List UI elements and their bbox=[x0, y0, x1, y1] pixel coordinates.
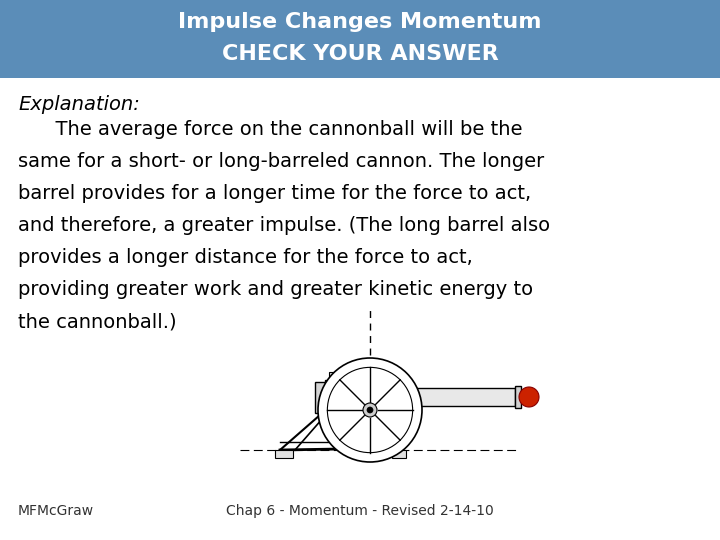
Text: Chap 6 - Momentum - Revised 2-14-10: Chap 6 - Momentum - Revised 2-14-10 bbox=[226, 504, 494, 518]
Bar bbox=[325, 380, 385, 415]
Text: the cannonball.): the cannonball.) bbox=[18, 312, 176, 331]
Bar bbox=[329, 372, 341, 380]
Circle shape bbox=[363, 403, 377, 417]
Circle shape bbox=[519, 387, 539, 407]
Bar bbox=[515, 386, 521, 408]
Text: same for a short- or long-barreled cannon. The longer: same for a short- or long-barreled canno… bbox=[18, 152, 544, 171]
Text: Impulse Changes Momentum: Impulse Changes Momentum bbox=[179, 12, 541, 32]
Text: CHECK YOUR ANSWER: CHECK YOUR ANSWER bbox=[222, 44, 498, 64]
Bar bbox=[380, 388, 515, 406]
Text: MFMcGraw: MFMcGraw bbox=[18, 504, 94, 518]
Circle shape bbox=[367, 407, 373, 413]
Text: and therefore, a greater impulse. (The long barrel also: and therefore, a greater impulse. (The l… bbox=[18, 216, 550, 235]
Text: providing greater work and greater kinetic energy to: providing greater work and greater kinet… bbox=[18, 280, 533, 299]
Text: provides a longer distance for the force to act,: provides a longer distance for the force… bbox=[18, 248, 473, 267]
Bar bbox=[392, 450, 406, 458]
Bar bbox=[275, 450, 293, 458]
Text: Explanation:: Explanation: bbox=[18, 95, 140, 114]
Bar bbox=[0, 0, 720, 78]
Text: barrel provides for a longer time for the force to act,: barrel provides for a longer time for th… bbox=[18, 184, 531, 203]
Text: The average force on the cannonball will be the: The average force on the cannonball will… bbox=[18, 120, 523, 139]
Bar bbox=[315, 382, 325, 413]
Circle shape bbox=[318, 358, 422, 462]
